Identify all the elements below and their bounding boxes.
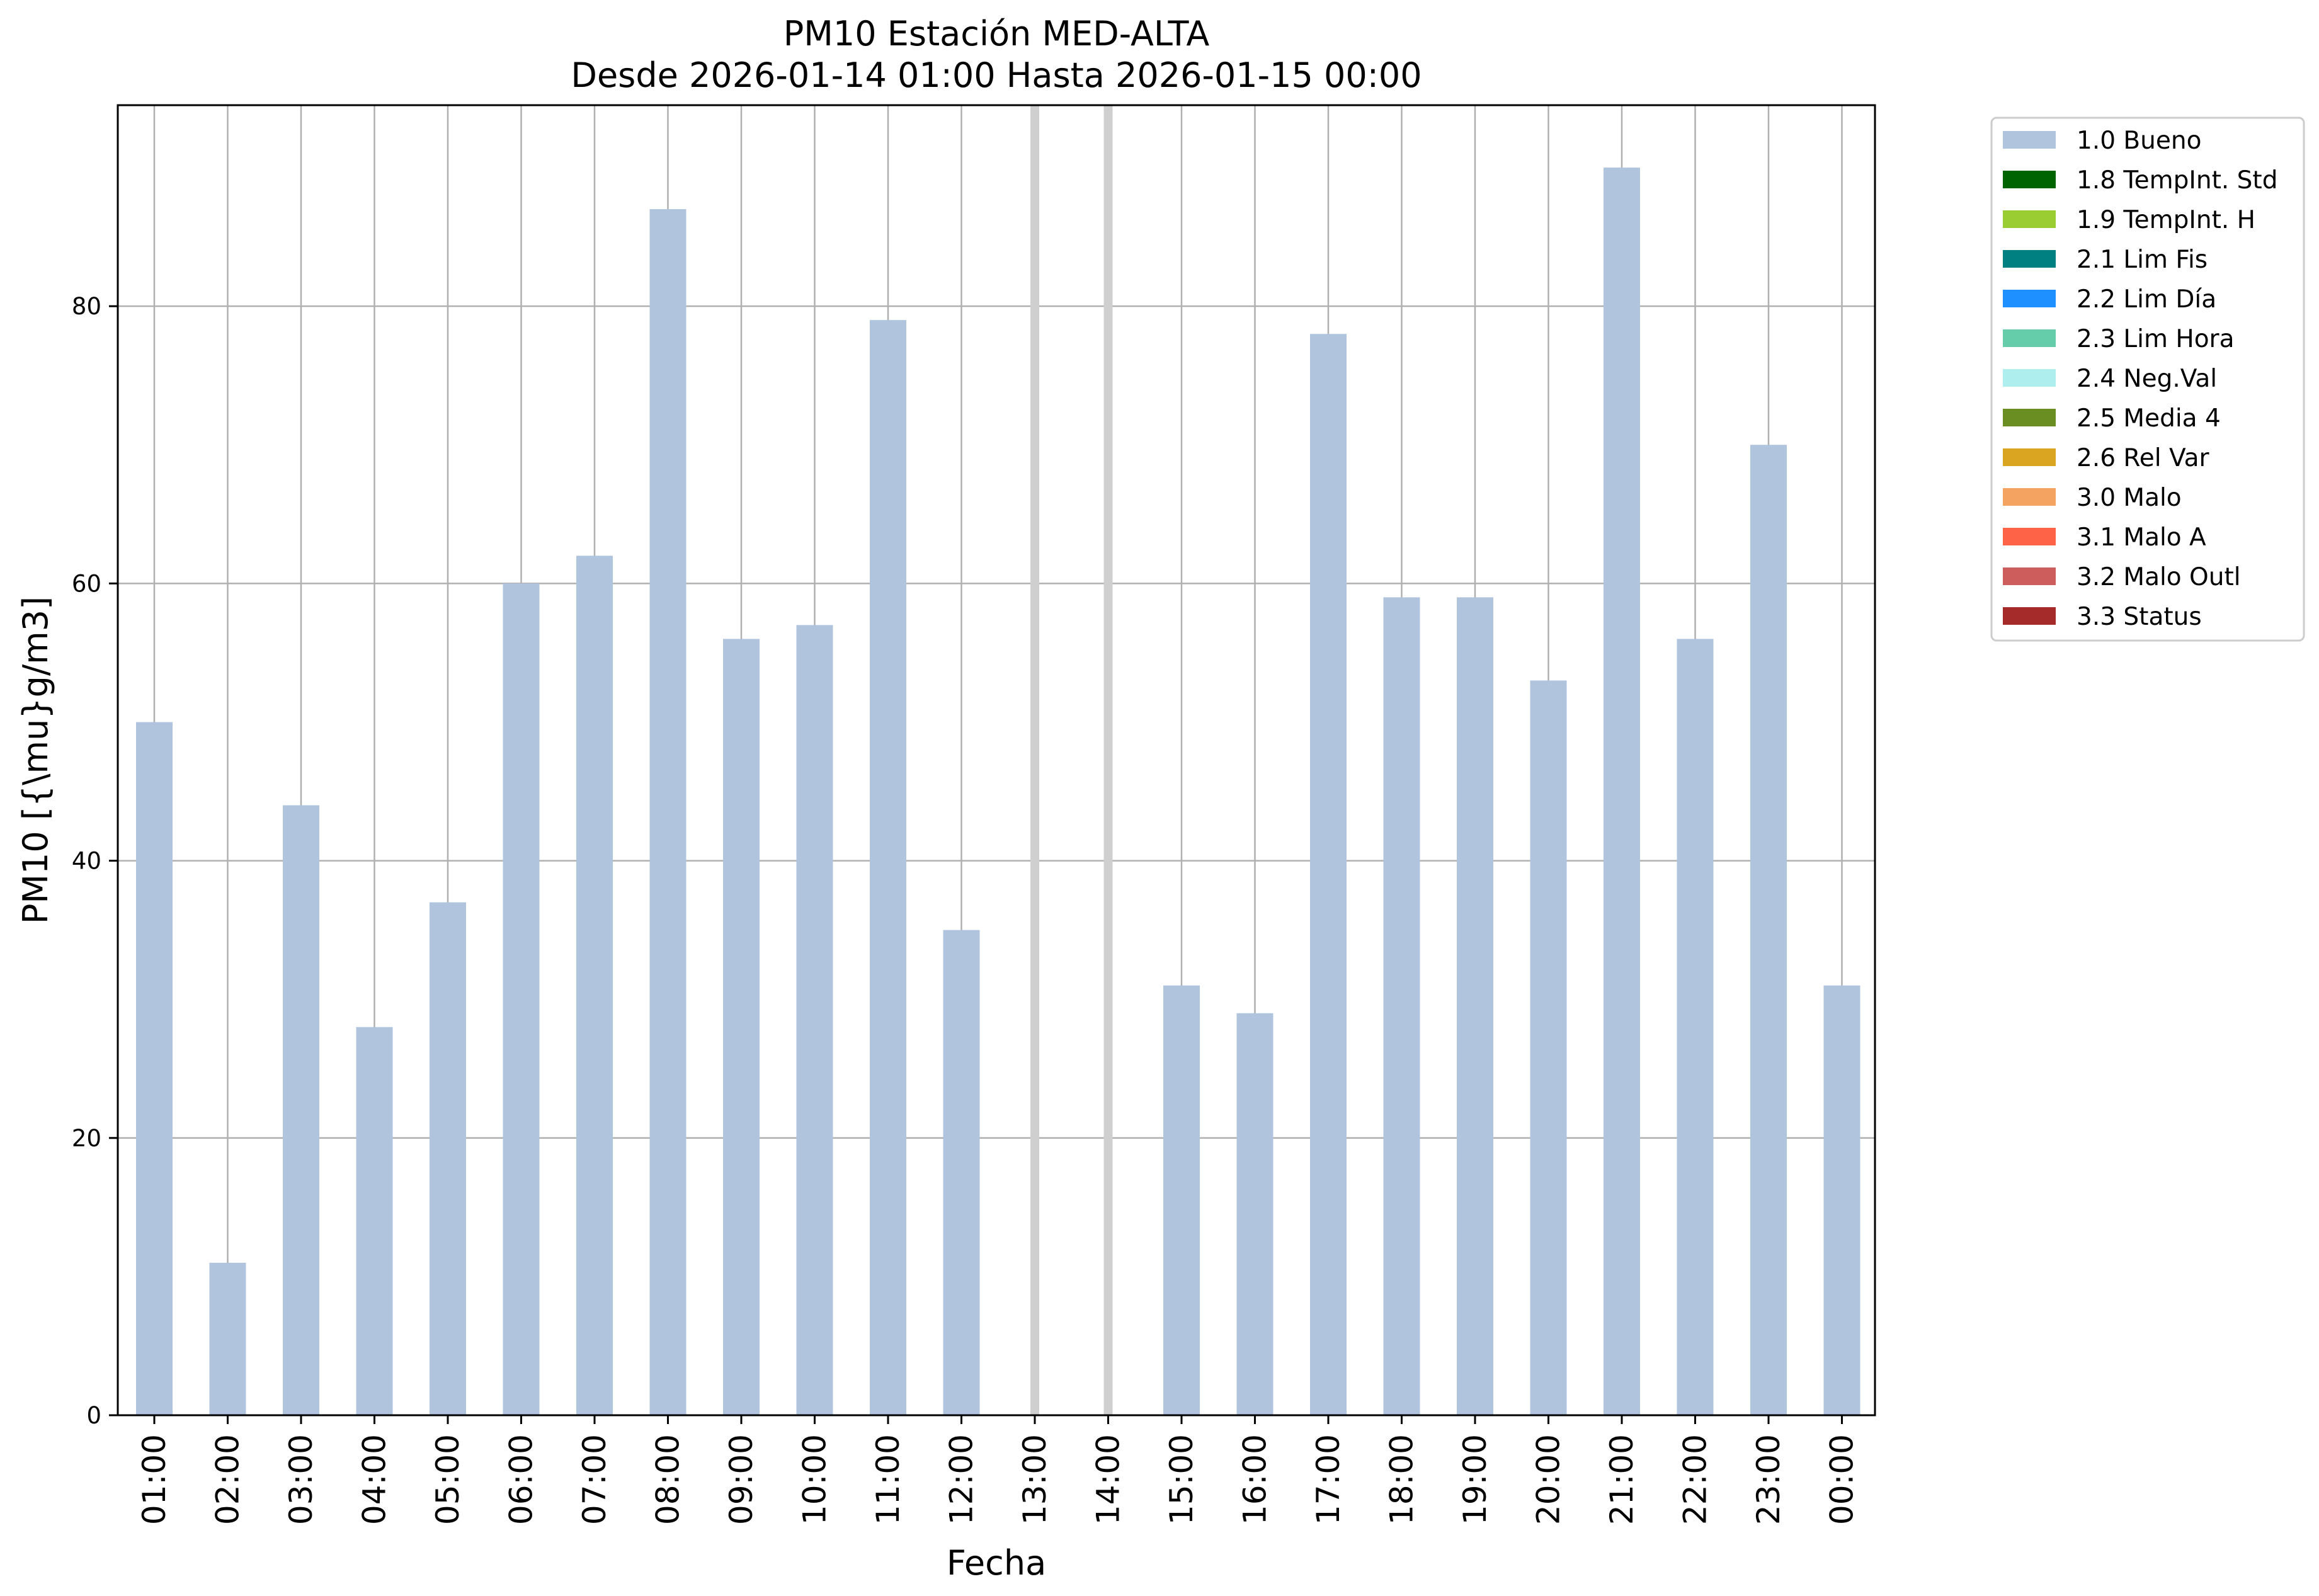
legend-swatch: [2003, 369, 2056, 387]
bar-0200: [209, 1262, 246, 1415]
legend-swatch: [2003, 250, 2056, 268]
x-tick-label-0800: 08:00: [650, 1434, 687, 1525]
x-tick-label-0400: 04:00: [356, 1434, 393, 1525]
x-tick-label-2300: 23:00: [1750, 1434, 1787, 1525]
x-tick-label-1400: 14:00: [1090, 1434, 1127, 1525]
legend-label: 1.9 TempInt. H: [2077, 206, 2255, 234]
y-tick-label-80: 80: [72, 293, 101, 320]
x-tick-label-0200: 02:00: [210, 1434, 246, 1525]
x-tick-label-0600: 06:00: [503, 1434, 540, 1525]
legend-label: 1.0 Bueno: [2077, 127, 2201, 155]
missing-data-markers: [1030, 105, 1113, 1415]
legend-label: 1.8 TempInt. Std: [2077, 166, 2277, 195]
x-tick-label-1700: 17:00: [1310, 1434, 1347, 1525]
legend-swatch: [2003, 488, 2056, 506]
x-tick-label-0700: 07:00: [576, 1434, 613, 1525]
plot-area: 0 20 40 60 80 01:00 02:00 03:00 04:00 05:00 06:00…: [72, 104, 1876, 1525]
bar-1500: [1163, 985, 1200, 1415]
legend-items: 1.0 Bueno 1.8 TempInt. Std 1.9 TempInt. H 2…: [2003, 127, 2277, 631]
x-tick-label-1800: 18:00: [1384, 1434, 1420, 1525]
x-axis-ticks: 01:00 02:00 03:00 04:00 05:00 06:00 07:00 08:00…: [136, 1415, 1860, 1525]
x-tick-label-2100: 21:00: [1604, 1434, 1640, 1525]
bar-1800: [1383, 597, 1420, 1415]
bar-1700: [1310, 334, 1347, 1416]
x-tick-label-0500: 05:00: [430, 1434, 466, 1525]
bars: [136, 168, 1860, 1416]
x-tick-label-1300: 13:00: [1017, 1434, 1053, 1525]
y-tick-label-0: 0: [86, 1402, 101, 1429]
legend-swatch: [2003, 567, 2056, 585]
bar-0700: [576, 556, 613, 1415]
legend-label: 2.3 Lim Hora: [2077, 325, 2235, 353]
x-tick-label-1900: 19:00: [1457, 1434, 1493, 1525]
legend-label: 2.2 Lim Día: [2077, 285, 2216, 314]
bar-2300: [1750, 445, 1787, 1415]
bar-0900: [723, 639, 760, 1415]
legend-label: 3.3 Status: [2077, 603, 2202, 631]
legend-swatch: [2003, 409, 2056, 426]
y-tick-label-40: 40: [72, 848, 101, 875]
plot-frame: [117, 104, 1876, 1416]
legend-swatch: [2003, 131, 2056, 149]
y-axis-label: PM10 [{\mu}g/m3]: [16, 596, 55, 924]
legend-box: [1990, 117, 2305, 642]
bar-0800: [649, 209, 687, 1416]
bar-0000: [1823, 985, 1860, 1415]
bar-0400: [356, 1027, 393, 1415]
bar-2200: [1677, 639, 1714, 1415]
x-axis-label: Fecha: [947, 1543, 1046, 1583]
legend-label: 2.5 Media 4: [2077, 404, 2221, 433]
x-tick-label-0300: 03:00: [283, 1434, 319, 1525]
bar-2000: [1530, 680, 1567, 1415]
bar-0600: [503, 583, 540, 1416]
legend-swatch: [2003, 210, 2056, 228]
bar-1100: [870, 320, 906, 1415]
x-tick-label-2200: 22:00: [1677, 1434, 1714, 1525]
chart-title: PM10 Estación MED-ALTA: [783, 14, 1210, 54]
bar-1900: [1457, 597, 1493, 1415]
x-tick-label-1100: 11:00: [870, 1434, 906, 1525]
x-tick-label-1500: 15:00: [1163, 1434, 1200, 1525]
bar-0500: [430, 902, 466, 1415]
legend-label: 3.2 Malo Outl: [2077, 563, 2241, 591]
legend: 1.0 Bueno 1.8 TempInt. Std 1.9 TempInt. H 2…: [1990, 117, 2305, 642]
x-tick-label-0900: 09:00: [723, 1434, 760, 1525]
bar-1200: [943, 930, 980, 1415]
x-tick-label-2000: 20:00: [1530, 1434, 1567, 1525]
x-tick-label-1600: 16:00: [1237, 1434, 1273, 1525]
x-tick-label-1200: 12:00: [943, 1434, 980, 1525]
y-tick-label-20: 20: [72, 1125, 101, 1152]
bar-1600: [1236, 1013, 1273, 1415]
x-tick-label-1000: 10:00: [797, 1434, 833, 1525]
missing-marker-1400: [1103, 105, 1113, 1415]
legend-label: 2.1 Lim Fis: [2077, 246, 2208, 274]
y-axis-ticks: 0 20 40 60 80: [72, 293, 118, 1429]
x-tick-label-0100: 01:00: [136, 1434, 173, 1525]
bar-1000: [796, 625, 833, 1415]
legend-swatch: [2003, 607, 2056, 625]
legend-label: 2.6 Rel Var: [2077, 444, 2210, 472]
missing-marker-1300: [1030, 105, 1039, 1415]
legend-swatch: [2003, 329, 2056, 347]
legend-label: 3.1 Malo A: [2077, 523, 2206, 552]
bar-0300: [283, 805, 319, 1415]
x-tick-label-0000: 00:00: [1824, 1434, 1860, 1525]
legend-swatch: [2003, 290, 2056, 307]
legend-swatch: [2003, 171, 2056, 188]
legend-swatch: [2003, 448, 2056, 466]
chart-subtitle: Desde 2026-01-14 01:00 Hasta 2026-01-15 …: [571, 55, 1422, 95]
y-tick-label-60: 60: [72, 570, 101, 597]
plot-background: [118, 105, 1875, 1415]
legend-label: 2.4 Neg.Val: [2077, 365, 2217, 393]
legend-label: 3.0 Malo: [2077, 484, 2182, 512]
legend-swatch: [2003, 528, 2056, 545]
bar-2100: [1604, 168, 1640, 1415]
bar-0100: [136, 722, 173, 1415]
